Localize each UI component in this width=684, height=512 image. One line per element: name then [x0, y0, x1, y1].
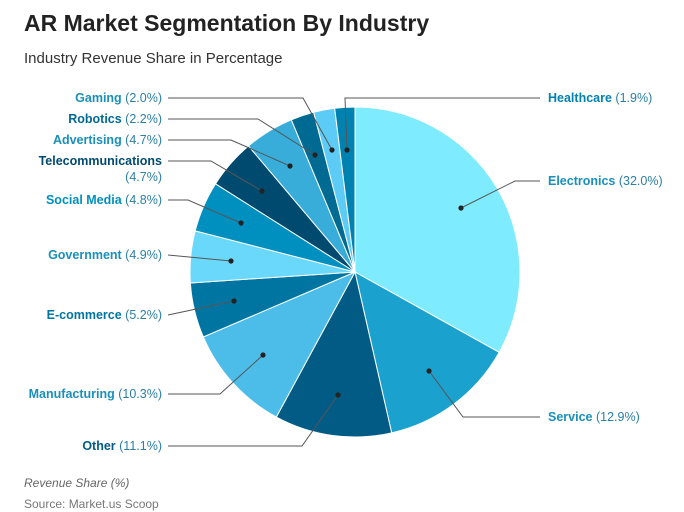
leader-dot-government	[228, 258, 234, 264]
label-gaming: Gaming (2.0%)	[75, 91, 162, 105]
label-name: Service	[548, 410, 593, 424]
label-value: (4.9%)	[122, 248, 162, 262]
label-name: Manufacturing	[29, 387, 115, 401]
label-name: Gaming	[75, 91, 122, 105]
label-name: Government	[48, 248, 122, 262]
label-value: (2.2%)	[122, 112, 162, 126]
label-telecommunications: Telecommunications (4.7%)	[39, 154, 162, 184]
leader-line-healthcare	[344, 97, 540, 151]
leader-dot-service	[426, 368, 432, 374]
leader-line-social-media	[168, 199, 242, 224]
label-manufacturing: Manufacturing (10.3%)	[29, 387, 162, 401]
label-name: Other	[82, 439, 115, 453]
pie-slice-other	[275, 270, 393, 438]
leader-dot-telecommunications	[259, 188, 265, 194]
leader-dot-advertising	[287, 163, 293, 169]
label-value: (4.7%)	[122, 133, 162, 147]
label-value: (10.3%)	[115, 387, 162, 401]
pie-slice-manufacturing	[202, 270, 357, 418]
leader-line-manufacturing	[168, 354, 264, 395]
source-note: Source: Market.us Scoop	[24, 497, 159, 511]
chart-subtitle: Industry Revenue Share in Percentage	[24, 50, 283, 67]
leader-line-gaming	[168, 97, 333, 151]
label-name: Social Media	[46, 193, 123, 207]
leader-dot-gaming	[329, 147, 335, 153]
leader-line-e-commerce	[167, 300, 235, 316]
label-e-commerce: E-commerce (5.2%)	[47, 308, 162, 322]
leader-line-telecommunications	[168, 160, 263, 192]
pie-slice-healthcare	[334, 106, 356, 273]
leader-dot-electronics	[458, 205, 464, 211]
leader-line-advertising	[168, 139, 291, 167]
label-name: E-commerce	[47, 308, 122, 322]
label-healthcare: Healthcare (1.9%)	[548, 91, 652, 105]
label-value: (1.9%)	[612, 91, 652, 105]
label-government: Government (4.9%)	[48, 248, 162, 262]
label-value: (11.1%)	[116, 439, 162, 453]
label-robotics: Robotics (2.2%)	[68, 112, 162, 126]
label-name: Robotics	[68, 112, 122, 126]
chart-title: AR Market Segmentation By Industry	[24, 10, 430, 36]
label-name: Advertising	[53, 133, 122, 147]
leader-dot-robotics	[312, 152, 318, 158]
label-social-media: Social Media (4.8%)	[46, 193, 162, 207]
label-value: (32.0%)	[615, 174, 662, 188]
label-name: Healthcare	[548, 91, 612, 105]
leader-line-government	[167, 254, 232, 262]
leader-dot-e-commerce	[231, 298, 237, 304]
leader-dot-manufacturing	[260, 352, 266, 358]
leader-line-robotics	[168, 118, 316, 156]
label-value: (5.2%)	[122, 308, 162, 322]
legend-note: Revenue Share (%)	[24, 476, 130, 490]
label-value: (4.8%)	[122, 193, 162, 207]
label-value: (4.7%)	[125, 170, 162, 184]
leader-dot-social-media	[238, 220, 244, 226]
label-advertising: Advertising (4.7%)	[53, 133, 162, 147]
leader-dot-healthcare	[344, 147, 350, 153]
pie-slice-electronics	[354, 106, 521, 354]
leader-dot-other	[335, 392, 341, 398]
label-value: (2.0%)	[122, 91, 162, 105]
label-electronics: Electronics (32.0%)	[548, 174, 663, 188]
label-name: Telecommunications	[39, 154, 162, 168]
label-other: Other (11.1%)	[82, 439, 162, 453]
label-value: (12.9%)	[592, 410, 639, 424]
leader-line-service	[428, 370, 540, 418]
label-name: Electronics	[548, 174, 615, 188]
leader-line-electronics	[460, 180, 540, 209]
leader-line-other	[168, 394, 339, 447]
label-service: Service (12.9%)	[548, 410, 640, 424]
